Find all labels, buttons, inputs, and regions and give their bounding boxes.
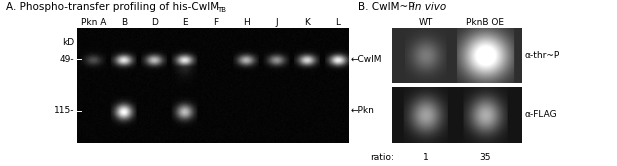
Text: B. CwlM~P: B. CwlM~P xyxy=(358,2,418,12)
Text: ←Pkn: ←Pkn xyxy=(351,106,375,115)
Text: ←CwlM: ←CwlM xyxy=(351,55,383,64)
Text: Pkn A: Pkn A xyxy=(81,18,106,27)
Text: 1: 1 xyxy=(423,153,428,162)
Text: ratio:: ratio: xyxy=(370,153,394,162)
Text: A. Phospho-transfer profiling of his-CwlM: A. Phospho-transfer profiling of his-Cwl… xyxy=(6,2,219,12)
Text: L: L xyxy=(335,18,340,27)
Text: 115-: 115- xyxy=(54,106,74,115)
Text: E: E xyxy=(182,18,188,27)
Text: α-FLAG: α-FLAG xyxy=(524,110,557,120)
Text: WT: WT xyxy=(418,18,433,27)
Text: kD: kD xyxy=(62,38,74,47)
Text: TB: TB xyxy=(217,7,226,13)
Text: 35: 35 xyxy=(479,153,491,162)
Text: D: D xyxy=(151,18,158,27)
Text: F: F xyxy=(213,18,218,27)
Text: α-thr~P: α-thr~P xyxy=(524,51,560,60)
Text: PknB OE: PknB OE xyxy=(466,18,504,27)
Text: in vivo: in vivo xyxy=(412,2,447,12)
Text: K: K xyxy=(304,18,310,27)
Text: B: B xyxy=(121,18,127,27)
Text: J: J xyxy=(275,18,278,27)
Text: H: H xyxy=(242,18,249,27)
Text: 49-: 49- xyxy=(59,55,74,64)
